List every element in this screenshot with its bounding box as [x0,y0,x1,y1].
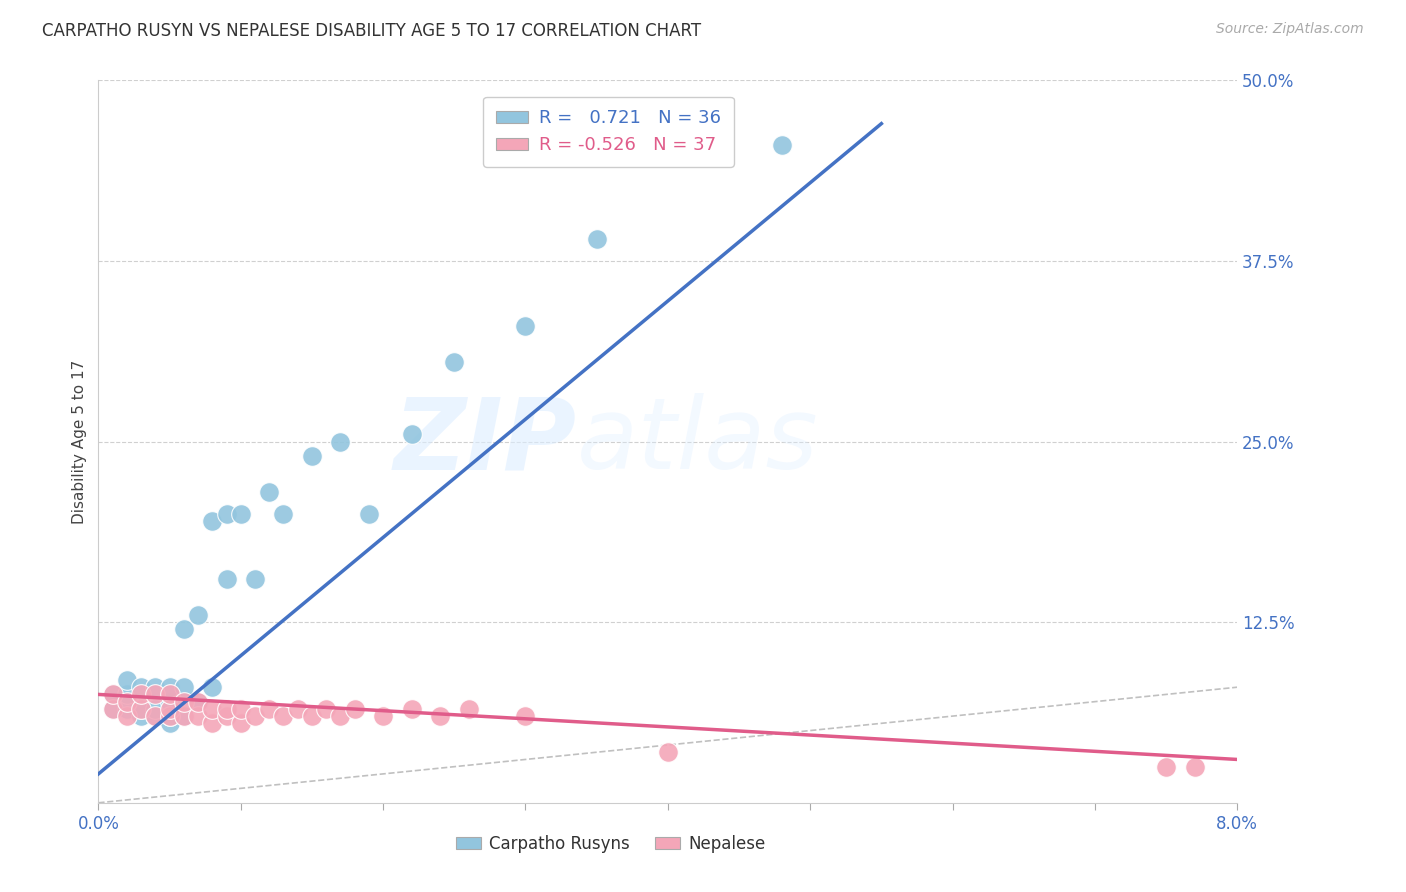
Point [215,507,238,521]
Point [329,434,352,449]
Text: ZIP: ZIP [394,393,576,490]
Point [101,687,124,701]
Point [159,680,181,694]
Point [145,702,167,716]
Point [145,709,167,723]
Point [371,709,394,723]
Point [115,673,138,687]
Point [443,355,465,369]
Point [159,702,181,716]
Point [115,709,138,723]
Point [585,232,607,246]
Point [201,514,224,528]
Point [159,709,181,723]
Point [101,687,124,701]
Point [243,572,266,586]
Point [229,716,252,731]
Point [129,687,152,701]
Point [315,702,337,716]
Point [215,572,238,586]
Point [159,716,181,731]
Point [173,709,195,723]
Point [115,702,138,716]
Point [201,702,224,716]
Point [243,709,266,723]
Point [259,702,281,716]
Point [201,716,224,731]
Point [215,709,238,723]
Point [429,709,451,723]
Point [229,507,252,521]
Legend: Carpatho Rusyns, Nepalese: Carpatho Rusyns, Nepalese [450,828,772,860]
Point [173,709,195,723]
Text: CARPATHO RUSYN VS NEPALESE DISABILITY AGE 5 TO 17 CORRELATION CHART: CARPATHO RUSYN VS NEPALESE DISABILITY AG… [42,22,702,40]
Point [457,702,479,716]
Point [101,702,124,716]
Point [115,687,138,701]
Point [187,695,209,709]
Point [129,702,152,716]
Point [343,702,366,716]
Point [159,695,181,709]
Point [515,318,537,333]
Point [215,702,238,716]
Point [115,695,138,709]
Point [259,485,281,500]
Point [201,680,224,694]
Point [173,680,195,694]
Point [159,687,181,701]
Text: atlas: atlas [576,393,818,490]
Y-axis label: Disability Age 5 to 17: Disability Age 5 to 17 [72,359,87,524]
Text: Source: ZipAtlas.com: Source: ZipAtlas.com [1216,22,1364,37]
Point [273,709,295,723]
Point [187,709,209,723]
Point [273,507,295,521]
Point [129,680,152,694]
Point [173,623,195,637]
Point [159,709,181,723]
Point [145,709,167,723]
Point [101,702,124,716]
Point [770,138,793,153]
Point [301,709,323,723]
Point [129,709,152,723]
Point [357,507,380,521]
Point [187,695,209,709]
Point [229,702,252,716]
Point [173,695,195,709]
Point [129,702,152,716]
Point [329,709,352,723]
Point [1154,760,1177,774]
Point [401,702,423,716]
Point [301,449,323,463]
Point [401,427,423,442]
Point [145,680,167,694]
Point [287,702,309,716]
Point [145,687,167,701]
Point [1184,760,1206,774]
Point [515,709,537,723]
Point [657,745,679,759]
Point [187,607,209,622]
